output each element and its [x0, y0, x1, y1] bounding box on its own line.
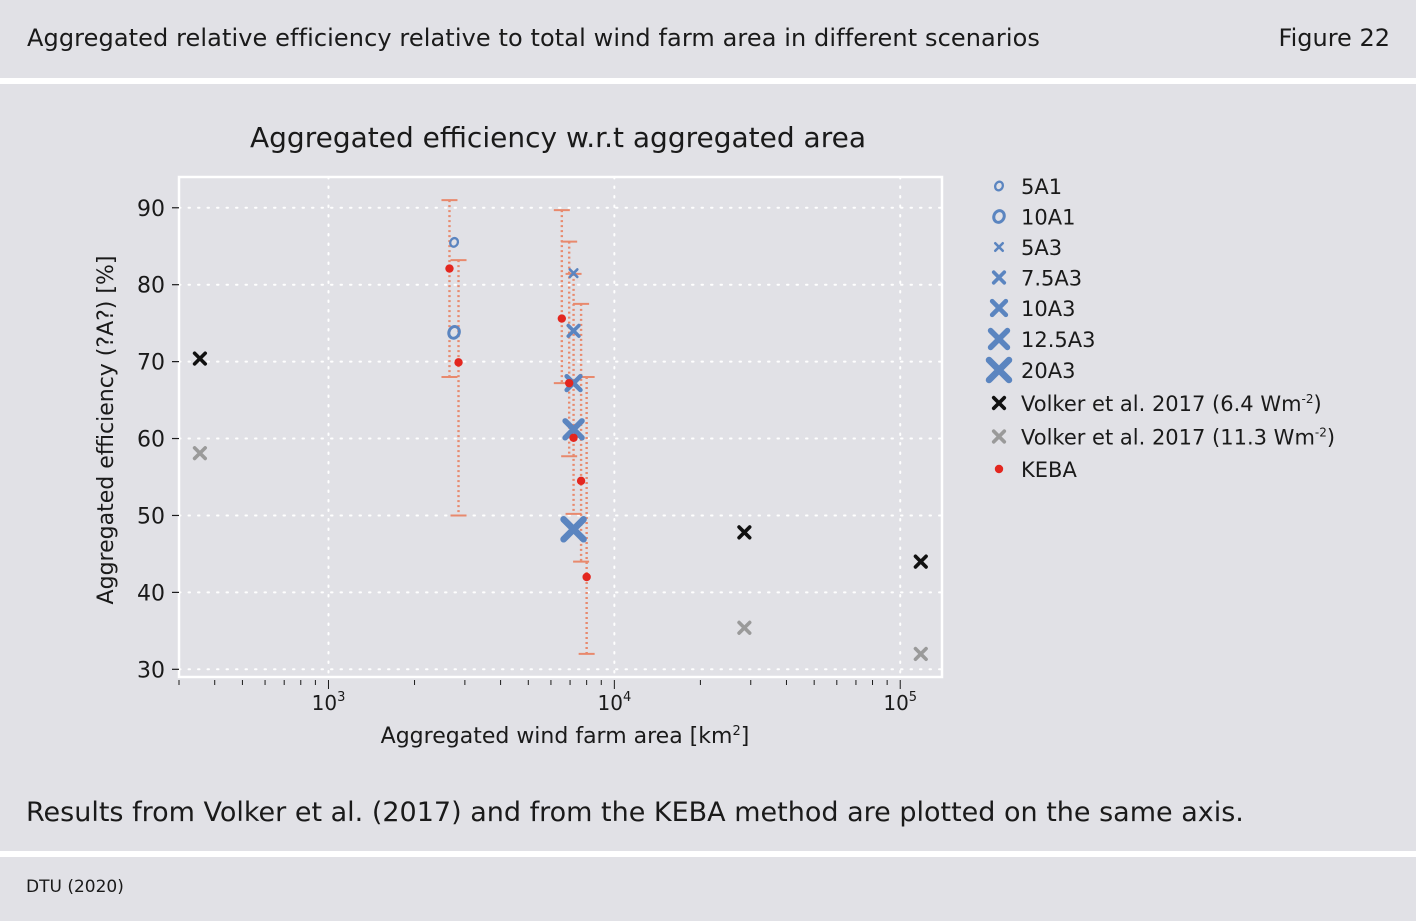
- data-point: [557, 314, 567, 323]
- data-point: [454, 358, 463, 367]
- legend-label: 20A3: [1021, 359, 1075, 383]
- y-tick-label: 50: [137, 504, 165, 529]
- grid: [178, 176, 943, 678]
- legend-marker: [989, 298, 1009, 318]
- x-axis: 103 104 105: [312, 690, 917, 715]
- data-point: [449, 236, 460, 248]
- figure-caption: Results from Volker et al. (2017) and fr…: [26, 797, 1244, 828]
- y-tick-label: 70: [137, 351, 165, 376]
- data-point: [576, 476, 586, 486]
- data-point: [192, 351, 207, 366]
- x-tick-label: 105: [883, 690, 917, 715]
- data-point: [562, 418, 585, 441]
- data-point: [564, 374, 583, 393]
- legend-marker: [987, 327, 1011, 351]
- legend-marker: [993, 241, 1005, 253]
- legend-label: 12.5A3: [1021, 328, 1095, 352]
- chart: Aggregated efficiency w.r.t aggregated a…: [94, 121, 1335, 749]
- legend-marker: [991, 429, 1007, 444]
- legend-marker: [992, 209, 1006, 224]
- y-tick-label: 30: [137, 658, 165, 683]
- figure-header: Aggregated relative efficiency relative …: [0, 0, 1416, 84]
- chart-title: Aggregated efficiency w.r.t aggregated a…: [250, 121, 866, 154]
- legend-marker: [985, 356, 1013, 384]
- data-point: [566, 323, 581, 338]
- data-point: [447, 325, 461, 340]
- data-point: [192, 446, 207, 461]
- data-point: [445, 264, 454, 273]
- data-point: [737, 620, 752, 635]
- data-point: [913, 554, 928, 569]
- data-points: [192, 236, 928, 662]
- data-point: [564, 378, 574, 388]
- legend: 5A1 10A1 5A3 7.5A3 10A3 12.5A3 20A3 Volker et a…: [985, 175, 1335, 482]
- legend-marker: [993, 180, 1005, 192]
- legend-marker: [991, 270, 1007, 285]
- legend-label: 5A3: [1021, 236, 1062, 260]
- data-point: [560, 516, 587, 543]
- data-point: [569, 433, 578, 442]
- data-point: [568, 268, 579, 279]
- figure-number: Figure 22: [1278, 24, 1390, 52]
- figure-title: Aggregated relative efficiency relative …: [27, 24, 1040, 52]
- plot-panel: [177, 175, 944, 679]
- y-tick-label: 80: [137, 274, 165, 299]
- y-tick-label: 60: [137, 428, 165, 453]
- x-axis-label: Aggregated wind farm area [km2]: [381, 724, 750, 749]
- legend-label: 10A3: [1021, 297, 1075, 321]
- y-tick-label: 90: [137, 197, 165, 222]
- y-axis-label: Aggregated efficiency (?A?) [%]: [94, 256, 119, 605]
- legend-label: 5A1: [1021, 175, 1062, 199]
- x-tick-label: 104: [597, 690, 631, 715]
- legend-label: KEBA: [1021, 458, 1077, 482]
- x-tick-label: 103: [312, 690, 346, 715]
- data-point: [737, 525, 752, 540]
- legend-label: 7.5A3: [1021, 267, 1082, 291]
- legend-marker: [994, 464, 1004, 474]
- source-note: DTU (2020): [26, 877, 124, 897]
- legend-label: Volker et al. 2017 (6.4 Wm-2): [1021, 392, 1322, 416]
- legend-label: Volker et al. 2017 (11.3 Wm-2): [1021, 426, 1335, 450]
- y-tick-label: 40: [137, 581, 165, 606]
- y-axis: 30 40 50 60 70 80 90: [137, 197, 179, 683]
- data-point: [582, 572, 591, 582]
- legend-label: 10A1: [1021, 206, 1075, 230]
- divider: [0, 851, 1416, 857]
- legend-marker: [991, 395, 1007, 411]
- data-point: [913, 646, 928, 662]
- minor-ticks: [178, 680, 901, 689]
